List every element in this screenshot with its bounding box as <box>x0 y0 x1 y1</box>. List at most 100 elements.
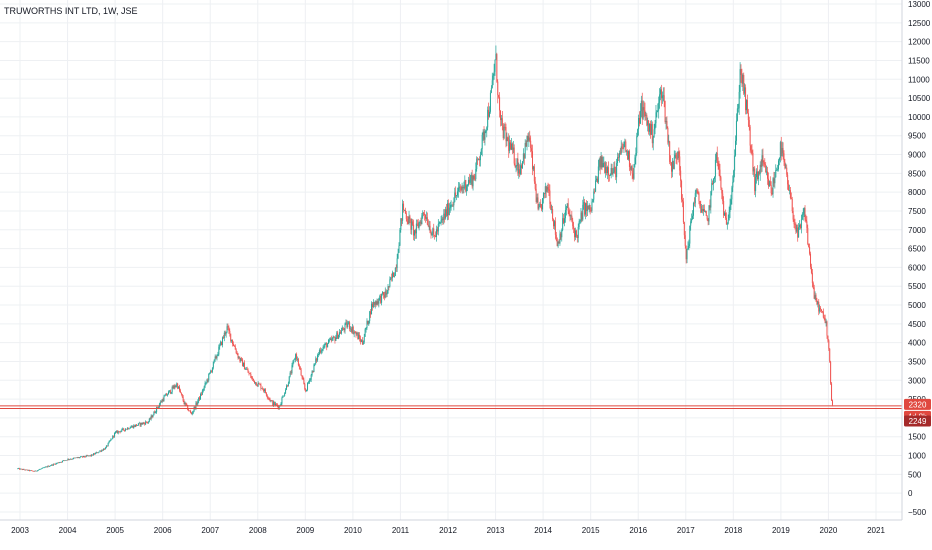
candle-body <box>318 354 320 355</box>
candle-body <box>142 422 144 425</box>
candle-body <box>126 427 128 430</box>
candle-body <box>427 224 429 227</box>
candle-body <box>478 159 480 161</box>
candle-body <box>93 453 95 455</box>
candle-body <box>493 71 495 76</box>
candle-body <box>538 206 540 209</box>
candle-body <box>22 469 24 470</box>
candle-body <box>559 233 561 244</box>
candle-body <box>477 158 479 160</box>
candle-body <box>526 135 528 147</box>
candle-body <box>265 392 267 396</box>
candle-body <box>129 427 131 429</box>
candle-body <box>291 365 293 374</box>
candle-body <box>514 163 516 167</box>
candle-body <box>553 221 555 227</box>
candle-body <box>786 167 788 175</box>
candle-body <box>545 186 547 192</box>
candle-body <box>639 110 641 124</box>
candle-body <box>617 157 619 164</box>
candle-body <box>111 438 113 440</box>
candle-body <box>816 299 818 305</box>
candle-body <box>664 100 666 123</box>
candle-body <box>146 421 148 423</box>
candle-body <box>86 455 88 457</box>
candle-body <box>508 139 510 151</box>
candle-body <box>579 220 581 222</box>
candle-body <box>295 354 297 360</box>
x-tick-label: 2021 <box>867 526 885 535</box>
candle-body <box>767 171 769 179</box>
candle-body <box>738 91 740 109</box>
candle-body <box>667 128 669 143</box>
candle-body <box>31 470 33 472</box>
candle-body <box>359 335 361 339</box>
candle-body <box>339 332 341 335</box>
candle-body <box>725 217 727 225</box>
candle-body <box>33 471 35 472</box>
candle-body <box>541 204 543 210</box>
candle-body <box>583 201 585 205</box>
candle-body <box>325 343 327 344</box>
candle-body <box>250 374 252 378</box>
candle-body <box>642 107 644 119</box>
candle-body <box>715 152 717 160</box>
candle-body <box>284 393 286 396</box>
candle-body <box>120 430 122 433</box>
candle-body <box>123 428 125 430</box>
candle-body <box>395 267 397 269</box>
candle-body <box>505 127 507 142</box>
candle-body <box>213 359 215 362</box>
candle-body <box>215 356 217 359</box>
candle-body <box>596 178 598 181</box>
candle-body <box>819 307 821 312</box>
y-tick-label: 4500 <box>908 320 926 329</box>
candle-body <box>397 252 399 259</box>
candle-body <box>206 379 208 383</box>
candle-body <box>201 390 203 395</box>
candle-body <box>825 321 827 323</box>
candle-body <box>459 186 461 190</box>
candle-body <box>93 453 95 456</box>
candle-body <box>164 395 166 397</box>
candle-body <box>218 346 220 355</box>
candle-body <box>748 120 750 127</box>
candle-body <box>516 158 518 167</box>
candle-body <box>177 383 179 389</box>
candle-body <box>318 350 320 355</box>
candle-body <box>415 223 417 234</box>
candle-body <box>460 189 462 191</box>
candle-body <box>745 87 747 111</box>
candle-body <box>396 258 398 269</box>
candle-body <box>287 383 289 387</box>
candle-body <box>98 451 100 453</box>
candle-body <box>178 386 180 389</box>
candle-body <box>774 177 776 184</box>
candle-body <box>256 385 258 387</box>
candle-body <box>705 211 707 216</box>
candle-body <box>398 245 400 253</box>
candle-body <box>801 214 803 220</box>
candle-body <box>332 336 334 339</box>
candle-body <box>297 359 299 366</box>
candle-body <box>484 131 486 140</box>
candle-body <box>446 203 448 216</box>
candle-body <box>386 293 388 295</box>
candle-body <box>632 173 634 179</box>
candle-body <box>700 206 702 213</box>
candle-body <box>94 453 96 455</box>
candle-body <box>780 142 782 156</box>
candle-body <box>71 458 73 460</box>
candle-body <box>238 357 240 359</box>
candle-body <box>130 426 132 428</box>
candle-body <box>224 332 226 335</box>
candle-body <box>380 295 382 303</box>
candle-body <box>502 125 504 139</box>
candle-body <box>211 371 213 372</box>
candle-body <box>469 178 471 183</box>
candle-body <box>497 81 499 96</box>
candle-body <box>830 361 832 384</box>
candle-body <box>781 147 783 156</box>
candle-body <box>308 380 310 383</box>
candle-body <box>659 94 661 103</box>
